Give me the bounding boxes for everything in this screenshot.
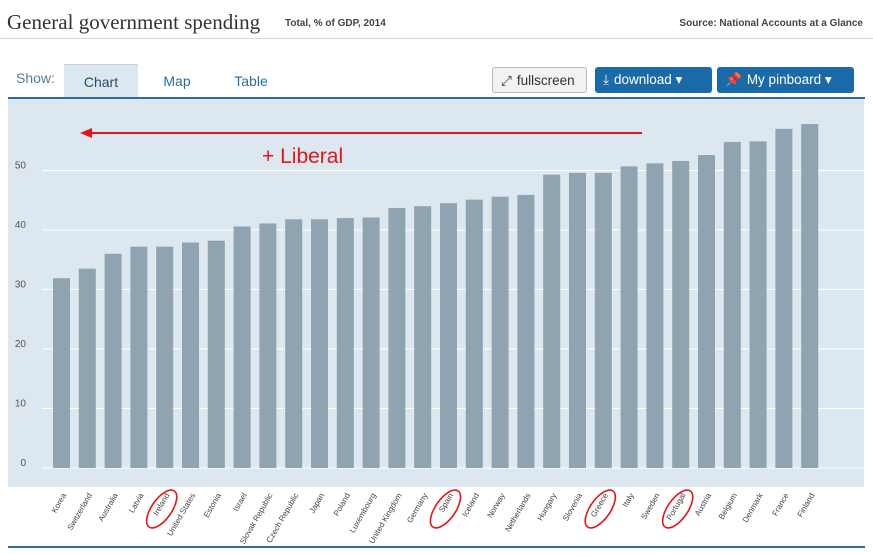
bar-germany [414,206,432,468]
x-tick-label: Denmark [741,491,766,524]
fullscreen-button[interactable]: ⤢ fullscreen [492,67,587,93]
bar-finland [801,124,819,468]
download-label: download ▾ [613,72,683,87]
tab-table[interactable]: Table [234,73,268,89]
annotation-label: + Liberal [262,145,343,168]
x-tick-label: Sweden [639,492,661,522]
highlight-circle [145,489,178,529]
x-tick-label: Iceland [460,492,481,519]
bar-united-states [182,242,199,468]
bar-hungary [543,174,561,468]
x-tick-label: Norway [485,491,506,519]
bar-luxembourg [362,217,380,468]
x-tick-label: Estonia [202,491,223,519]
x-tick-label: Germany [405,492,429,525]
x-tick-label: Australia [96,491,120,523]
bar-united-kingdom [388,207,406,469]
bar-slovenia [569,172,586,468]
x-tick-label: Japan [308,492,327,515]
bar-czech-republic [285,219,303,468]
y-tick-label: 20 [15,339,27,350]
fullscreen-label: fullscreen [516,73,575,88]
x-tick-label: Italy [621,492,636,509]
bar-estonia [207,240,225,468]
y-tick-label: 30 [15,280,27,291]
bar-iceland [465,199,483,468]
highlight-circle [661,489,694,529]
annotation-arrow-head [80,128,92,138]
tab-map[interactable]: Map [163,73,191,89]
y-tick-label: 40 [15,220,27,231]
y-tick-label: 10 [15,399,27,410]
pin-icon: 📌 [725,72,742,87]
highlight-circle [429,489,462,529]
x-tick-label: Spain [437,492,455,514]
bar-australia [104,253,122,468]
tab-underline [8,97,865,99]
x-tick-label: Luxembourg [348,492,378,535]
bar-latvia [130,246,148,468]
bar-slovak-republic [259,223,277,468]
footer-divider [8,546,865,548]
bar-netherlands [517,194,535,468]
x-tick-label: Korea [50,491,69,514]
source-link[interactable]: Source: National Accounts at a Glance [679,18,863,29]
bar-ireland [156,246,174,468]
bar-norway [491,196,509,468]
bar-austria [698,155,715,468]
chart-title: General government spending [7,10,261,34]
bar-japan [311,219,328,468]
x-tick-label: Switzerland [66,492,94,532]
fullscreen-icon: ⤢ [501,73,512,88]
bar-belgium [723,141,741,468]
plot-area [8,99,864,487]
bar-spain [440,203,457,468]
x-tick-label: Finland [796,492,817,519]
x-tick-label: Latvia [127,491,146,514]
chart-subtitle: Total, % of GDP, 2014 [285,18,386,29]
bar-switzerland [78,268,96,468]
download-button[interactable]: ⤓ download ▾ [595,67,712,93]
x-tick-label: Poland [332,492,352,518]
y-tick-label: 50 [15,161,27,172]
y-tick-label: 0 [20,458,26,469]
tab-chart[interactable]: Chart [64,64,138,99]
x-tick-label: Hungary [536,492,559,523]
x-tick-label: Israel [231,491,249,513]
bar-france [775,128,793,468]
x-tick-label: Austria [693,491,714,518]
bar-israel [233,226,251,468]
bar-greece [594,172,612,468]
bar-portugal [672,160,690,469]
x-tick-label: Slovenia [561,491,584,523]
x-tick-label: France [770,491,791,518]
bar-denmark [749,141,767,468]
bar-sweden [646,163,664,469]
bar-italy [620,166,638,468]
highlight-circle [584,489,617,529]
bar-korea [53,278,70,468]
bar-poland [336,218,354,468]
pinboard-label: My pinboard ▾ [746,72,832,87]
pinboard-button[interactable]: 📌 My pinboard ▾ [717,67,854,93]
x-tick-label: Belgium [717,491,739,521]
x-tick-label: Netherlands [503,492,532,534]
download-icon: ⤓ [603,72,609,87]
header-divider [0,38,873,39]
show-label: Show: [16,70,55,86]
